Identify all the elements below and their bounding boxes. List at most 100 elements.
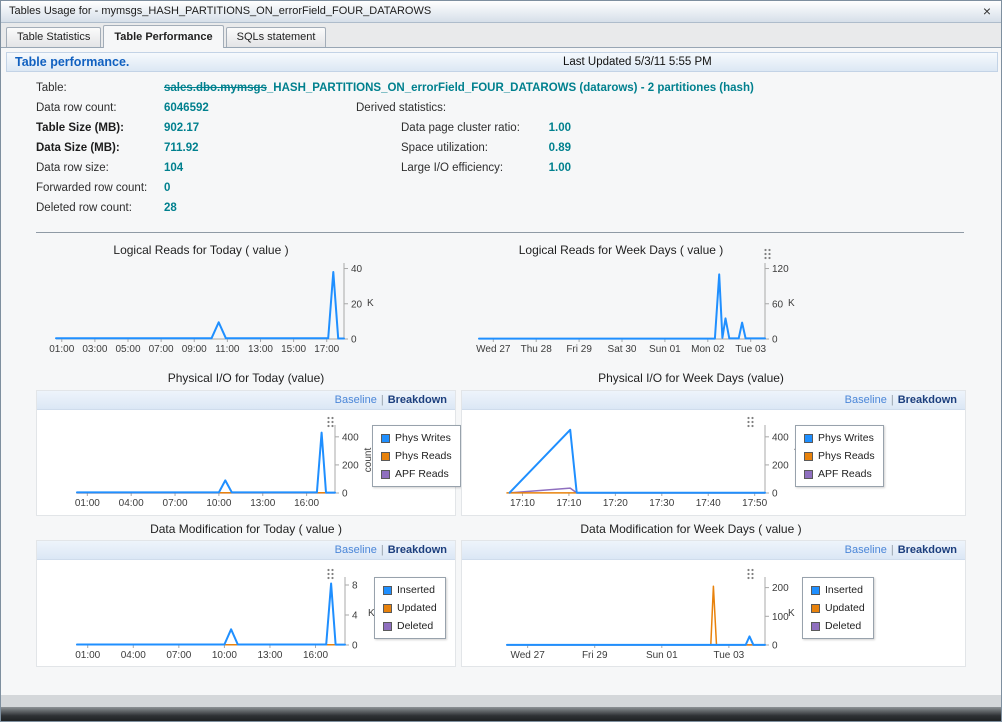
svg-text:01:00: 01:00 bbox=[75, 650, 100, 661]
svg-text:K: K bbox=[788, 608, 795, 619]
chart-menu-icon[interactable] bbox=[746, 567, 756, 580]
svg-text:Sat 30: Sat 30 bbox=[608, 344, 637, 355]
legend-item: Deleted bbox=[811, 620, 865, 632]
page-title: Table performance. bbox=[15, 55, 130, 69]
window-title: Tables Usage for - mymsgs_HASH_PARTITION… bbox=[9, 5, 432, 17]
legend-label: Phys Writes bbox=[818, 432, 874, 444]
tab-bar: Table Statistics Table Performance SQLs … bbox=[1, 23, 1001, 48]
data-page-cluster-ratio-label: Data page cluster ratio: bbox=[401, 122, 520, 134]
breakdown-link[interactable]: Breakdown bbox=[897, 394, 957, 406]
legend-item: APF Reads bbox=[381, 468, 452, 480]
legend-swatch bbox=[381, 451, 390, 461]
svg-text:16:00: 16:00 bbox=[303, 650, 328, 661]
legend-swatch bbox=[804, 469, 813, 479]
panel-toolbar: Baseline | Breakdown bbox=[462, 391, 965, 410]
legend-label: Updated bbox=[397, 602, 437, 614]
panel-toolbar: Baseline | Breakdown bbox=[37, 541, 455, 560]
svg-text:09:00: 09:00 bbox=[182, 344, 207, 355]
svg-text:200: 200 bbox=[772, 583, 789, 594]
baseline-link[interactable]: Baseline bbox=[334, 394, 377, 406]
deleted-row-count-label: Deleted row count: bbox=[36, 202, 132, 214]
derived-statistics-label: Derived statistics: bbox=[356, 102, 447, 114]
bottom-gray-strip bbox=[1, 695, 1001, 707]
panel-physio-week: Baseline|Breakdown 0200400count17:1017:1… bbox=[461, 390, 966, 516]
svg-text:17:00: 17:00 bbox=[314, 344, 339, 355]
svg-text:count: count bbox=[363, 448, 374, 473]
link-separator: | bbox=[380, 394, 384, 406]
chart-title-physio-week: Physical I/O for Week Days (value) bbox=[598, 371, 784, 385]
chart-datamod-week: 0 100 200 K Wed 27 Fri 29 Sun 01 Tue 03 bbox=[506, 573, 799, 661]
svg-text:Fri 29: Fri 29 bbox=[582, 650, 608, 661]
chart-title-logical-reads-today: Logical Reads for Today ( value ) bbox=[113, 243, 289, 257]
svg-text:Thu 28: Thu 28 bbox=[521, 344, 553, 355]
baseline-link[interactable]: Baseline bbox=[844, 544, 887, 556]
svg-text:10:00: 10:00 bbox=[206, 498, 231, 509]
legend-swatch bbox=[804, 451, 813, 461]
svg-text:13:00: 13:00 bbox=[248, 344, 273, 355]
legend-swatch bbox=[804, 433, 813, 443]
baseline-link[interactable]: Baseline bbox=[334, 544, 377, 556]
data-row-count-value: 6046592 bbox=[164, 102, 209, 114]
table-size-value: 902.17 bbox=[164, 122, 200, 134]
performance-header: Table performance. Last Updated 5/3/11 5… bbox=[6, 52, 998, 72]
chart-legend: Phys Writes Phys Reads APF Reads bbox=[372, 425, 461, 487]
legend-swatch bbox=[383, 585, 392, 595]
svg-text:04:00: 04:00 bbox=[119, 498, 144, 509]
svg-text:K: K bbox=[368, 608, 375, 619]
svg-text:Mon 02: Mon 02 bbox=[691, 344, 725, 355]
legend-label: APF Reads bbox=[818, 468, 872, 480]
table-name-value: sales.dbo.mymsgs_HASH_PARTITIONS_ON_erro… bbox=[164, 82, 754, 94]
forwarded-row-count-label: Forwarded row count: bbox=[36, 182, 148, 194]
chart-legend: Phys Writes Phys Reads APF Reads bbox=[795, 425, 884, 487]
close-icon[interactable]: × bbox=[982, 3, 992, 19]
breakdown-link[interactable]: Breakdown bbox=[897, 544, 957, 556]
svg-text:07:00: 07:00 bbox=[149, 344, 174, 355]
legend-item: Updated bbox=[811, 602, 865, 614]
legend-item: Deleted bbox=[383, 620, 437, 632]
svg-text:05:00: 05:00 bbox=[115, 344, 140, 355]
baseline-link[interactable]: Baseline bbox=[844, 394, 887, 406]
window-titlebar[interactable]: Tables Usage for - mymsgs_HASH_PARTITION… bbox=[1, 1, 1001, 23]
chart-menu-icon[interactable] bbox=[326, 567, 336, 580]
svg-text:Tue 03: Tue 03 bbox=[713, 650, 744, 661]
tab-table-performance[interactable]: Table Performance bbox=[103, 25, 224, 48]
svg-text:400: 400 bbox=[772, 432, 789, 443]
legend-label: Phys Writes bbox=[395, 432, 451, 444]
chart-menu-icon[interactable] bbox=[326, 415, 336, 428]
svg-text:04:00: 04:00 bbox=[121, 650, 146, 661]
svg-text:0: 0 bbox=[772, 489, 778, 500]
breakdown-link[interactable]: Breakdown bbox=[387, 394, 447, 406]
status-bar bbox=[1, 707, 1001, 721]
svg-text:17:10: 17:10 bbox=[510, 498, 535, 509]
space-utilization-label: Space utilization: bbox=[401, 142, 488, 154]
svg-text:17:20: 17:20 bbox=[603, 498, 628, 509]
svg-text:0: 0 bbox=[352, 641, 358, 652]
tab-table-statistics[interactable]: Table Statistics bbox=[6, 27, 102, 47]
legend-label: APF Reads bbox=[395, 468, 449, 480]
legend-swatch bbox=[383, 603, 392, 613]
tab-sqls-statement[interactable]: SQLs statement bbox=[225, 27, 327, 47]
large-io-efficiency-value: 1.00 bbox=[548, 162, 571, 174]
legend-item: Phys Reads bbox=[804, 450, 875, 462]
space-utilization-value: 0.89 bbox=[548, 142, 571, 154]
data-size-value: 711.92 bbox=[164, 142, 199, 154]
svg-text:0: 0 bbox=[772, 335, 778, 346]
panel-datamod-today: Baseline | Breakdown 0 4 8 K 01:00 04:00 07:00 10… bbox=[36, 540, 456, 667]
svg-text:K: K bbox=[788, 298, 795, 309]
svg-text:120: 120 bbox=[772, 264, 789, 275]
legend-label: Inserted bbox=[825, 584, 863, 596]
link-separator: | bbox=[380, 544, 384, 556]
table-name-rest: _HASH_PARTITIONS_ON_errorField_FOUR_DATA… bbox=[266, 82, 754, 94]
svg-text:01:00: 01:00 bbox=[49, 344, 74, 355]
svg-text:03:00: 03:00 bbox=[82, 344, 107, 355]
legend-swatch bbox=[383, 621, 392, 631]
link-separator: | bbox=[890, 394, 894, 406]
svg-text:0: 0 bbox=[772, 641, 778, 652]
svg-text:Tue 03: Tue 03 bbox=[735, 344, 766, 355]
large-io-efficiency-label: Large I/O efficiency: bbox=[401, 162, 504, 174]
data-row-count-label: Data row count: bbox=[36, 102, 117, 114]
breakdown-link[interactable]: Breakdown bbox=[387, 544, 447, 556]
legend-label: Updated bbox=[825, 602, 865, 614]
chart-menu-icon[interactable] bbox=[746, 415, 756, 428]
chart-menu-icon[interactable] bbox=[763, 247, 773, 260]
